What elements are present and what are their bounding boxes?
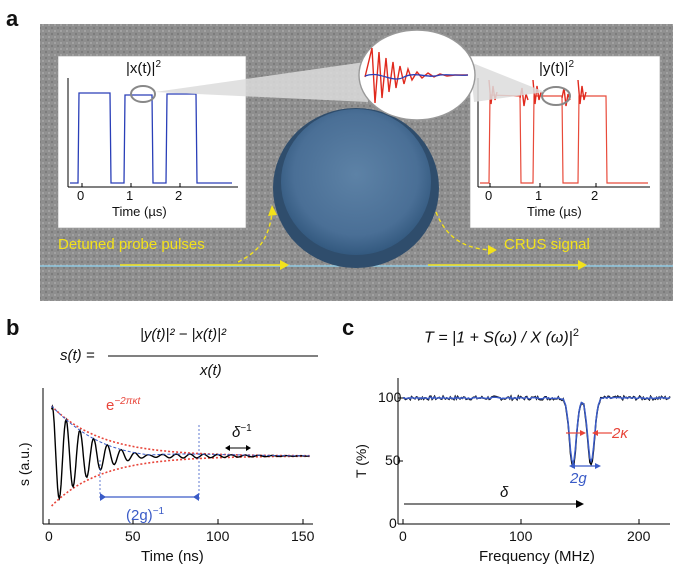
right-inset-xlabel: Time (µs) (527, 204, 582, 219)
panel-c-xtick-100: 100 (509, 528, 533, 544)
formula-b-numerator: |y(t)|² − |x(t)|² (140, 326, 226, 343)
right-inset-tick-2: 2 (591, 188, 599, 203)
panel-letter-a: a (6, 6, 19, 31)
panel-c-xtick-200: 200 (627, 528, 651, 544)
panel-c-plot (397, 378, 671, 525)
panel-b-xtick-0: 0 (45, 528, 53, 544)
signal-label: CRUS signal (504, 236, 590, 253)
panel-b-xlabel: Time (ns) (141, 548, 204, 565)
formula-b-lhs: s(t) = (60, 347, 95, 364)
panel-b-xtick-1: 50 (125, 528, 141, 544)
panel-b-ylabel: s (a.u.) (16, 442, 32, 486)
formula-c: T = |1 + S(ω) / X (ω)|2 (424, 327, 579, 347)
formula-b-denominator: x(t) (200, 362, 222, 379)
beat-period-label: δ−1 (232, 423, 252, 441)
panel-letter-c: c (342, 315, 355, 340)
panel-c-ylabel: T (%) (353, 444, 369, 478)
panel-b-xtick-3: 150 (291, 528, 315, 544)
coupling-label: 2g (570, 470, 587, 487)
panel-letter-b: b (6, 315, 20, 340)
left-inset-tick-1: 1 (126, 188, 134, 203)
left-inset-tick-2: 2 (175, 188, 183, 203)
panel-c-xtick-0: 0 (399, 528, 407, 544)
panel-c-xlabel: Frequency (MHz) (479, 548, 595, 565)
panel-c-ytick-0: 0 (389, 515, 397, 531)
right-inset-ylabel: |y(t)|2 (539, 59, 575, 77)
probe-label: Detuned probe pulses (58, 236, 205, 253)
rabi-period-label: (2g)−1 (126, 506, 165, 524)
panel-c-ytick-100: 100 (378, 389, 402, 405)
panel-c-ytick-50: 50 (385, 452, 401, 468)
disk-resonator (281, 109, 431, 255)
signal-arrows (428, 211, 587, 270)
left-inset-xlabel: Time (µs) (112, 204, 167, 219)
detuning-label: δ (500, 484, 509, 501)
right-inset-tick-1: 1 (535, 188, 543, 203)
magnifier-bubble (155, 29, 545, 121)
panel-b-xtick-2: 100 (206, 528, 230, 544)
right-inset-tick-0: 0 (485, 188, 493, 203)
kappa-label: 2κ (612, 425, 628, 442)
envelope-label: e−2πκt (106, 396, 141, 414)
left-inset-plot (57, 55, 247, 229)
probe-arrows (120, 205, 289, 270)
left-inset-tick-0: 0 (77, 188, 85, 203)
panel-b-plot (42, 388, 313, 525)
left-inset-ylabel: |x(t)|2 (126, 59, 162, 77)
